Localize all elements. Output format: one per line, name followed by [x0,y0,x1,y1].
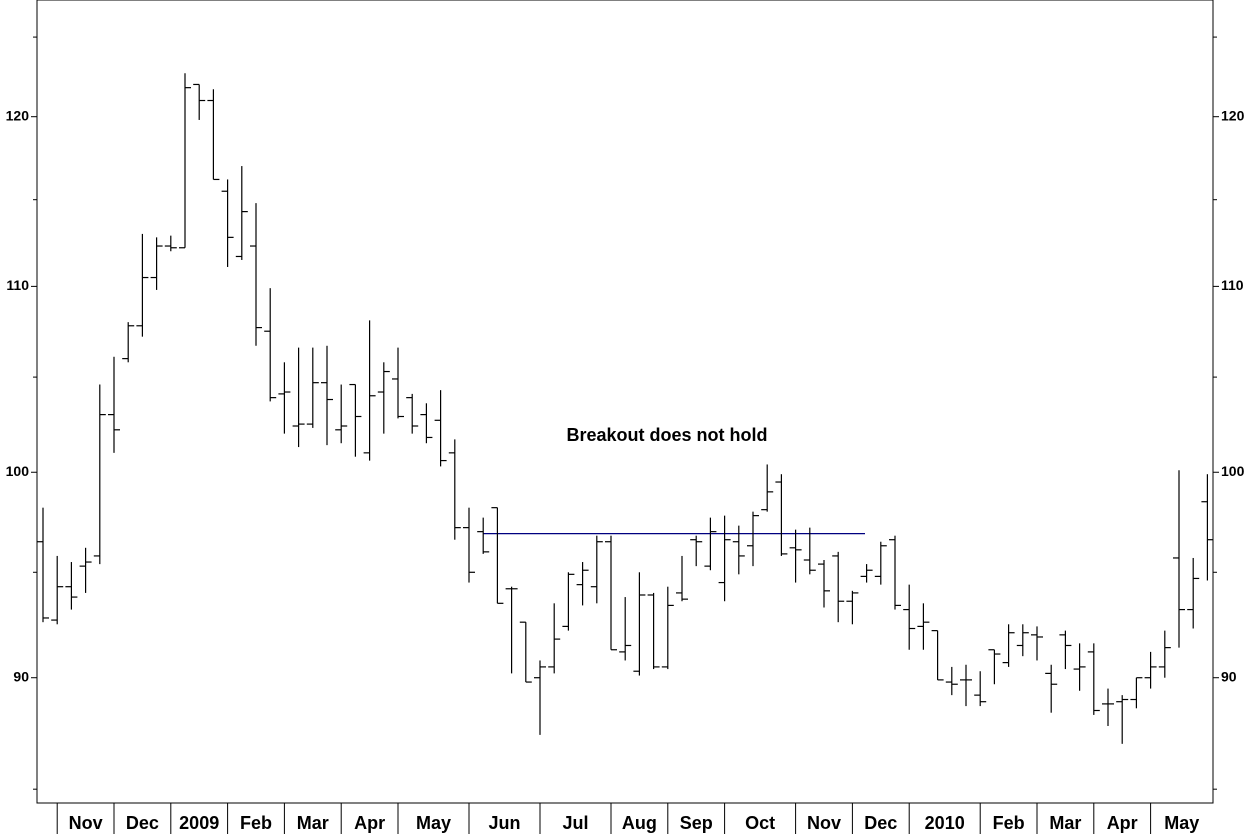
y-tick-label: 90 [13,668,29,684]
y-tick-label: 120 [6,107,30,123]
y2-tick-label: 110 [1221,277,1244,293]
x-tick-label: 2009 [179,813,219,833]
y-tick-label: 100 [6,463,30,479]
y2-tick-label: 120 [1221,107,1245,123]
x-tick-label: Nov [69,813,103,833]
y-tick-label: 110 [6,277,29,293]
annotation: Breakout does not hold [566,425,767,445]
plot-frame [36,0,1214,804]
y2-tick-label: 90 [1221,668,1237,684]
x-tick-label: May [416,813,451,833]
x-tick-label: Feb [993,813,1025,833]
x-tick-label: May [1164,813,1199,833]
x-tick-label: Apr [354,813,385,833]
x-tick-label: Jul [562,813,588,833]
x-tick-label: Sep [680,813,713,833]
x-tick-label: Dec [864,813,897,833]
x-tick-label: 2010 [925,813,965,833]
x-tick-label: Jun [488,813,520,833]
x-tick-label: Feb [240,813,272,833]
x-tick-label: Mar [297,813,329,833]
x-tick-label: Oct [745,813,775,833]
x-tick-label: Mar [1049,813,1081,833]
x-tick-label: Nov [807,813,841,833]
x-tick-label: Aug [622,813,657,833]
y2-tick-label: 100 [1221,463,1245,479]
x-tick-label: Apr [1107,813,1138,833]
x-tick-label: Dec [126,813,159,833]
